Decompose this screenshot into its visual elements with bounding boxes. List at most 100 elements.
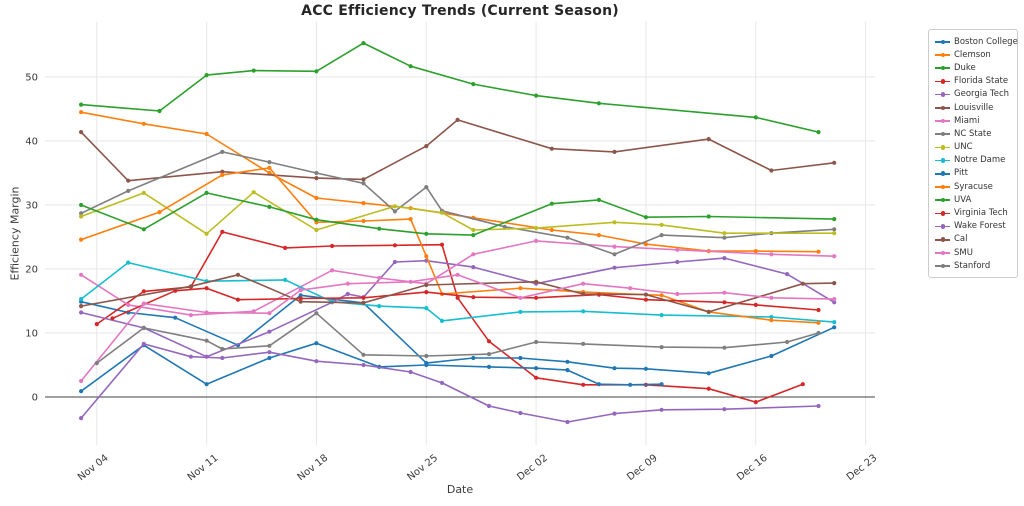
y-tick-label: 50 (25, 73, 38, 84)
chart-title: ACC Efficiency Trends (Current Season) (301, 3, 619, 19)
data-point-wake-forest (314, 359, 319, 364)
legend-item-virginia-tech: Virginia Tech (935, 206, 1013, 219)
data-point-louisville (612, 149, 617, 154)
data-point-duke (157, 108, 162, 114)
legend: Boston College Clemson Duke Florida State Ge… (928, 29, 1018, 279)
legend-item-uva: UVA (935, 193, 1013, 206)
data-point-uva (596, 197, 602, 202)
legend-item-cal: Cal (935, 233, 1013, 246)
series-line-smu (80, 273, 836, 382)
series-line-syracuse (80, 167, 820, 324)
data-point-miami (330, 268, 335, 273)
data-point-nc-state (126, 188, 131, 193)
data-point-wake-forest (659, 407, 664, 412)
series-line-louisville (80, 119, 836, 182)
data-point-miami (126, 302, 131, 307)
x-tick-label: Dec 02 (515, 453, 550, 483)
data-point-syracuse (361, 218, 366, 224)
data-point-stanford (361, 352, 366, 357)
data-point-stanford (785, 339, 790, 345)
legend-line-marker-icon (935, 141, 950, 154)
data-point-virginia-tech (361, 295, 366, 300)
y-tick-label: 30 (25, 201, 38, 212)
legend-line-marker-icon (935, 35, 950, 48)
legend-label: Georgia Tech (954, 89, 1010, 100)
legend-label: Florida State (954, 76, 1009, 87)
legend-label: NC State (954, 128, 992, 139)
data-point-louisville (769, 168, 774, 173)
legend-label: Wake Forest (954, 221, 1006, 232)
data-point-nc-state (361, 181, 366, 186)
data-point-duke (816, 130, 821, 135)
data-point-georgia-tech (267, 329, 272, 334)
data-point-cal (79, 304, 84, 309)
data-point-cal (832, 281, 837, 286)
data-point-florida-state (800, 382, 805, 387)
legend-item-nc-state: NC State (935, 127, 1013, 140)
data-point-unc (659, 222, 664, 227)
x-tick-label: Dec 09 (625, 453, 660, 483)
data-point-unc (439, 210, 445, 215)
data-point-notre-dame (518, 309, 523, 314)
data-point-boston-college (706, 371, 711, 376)
data-point-uva (471, 233, 476, 238)
legend-item-unc: UNC (935, 141, 1013, 154)
data-point-stanford (581, 341, 586, 346)
data-point-smu (581, 281, 586, 286)
data-point-virginia-tech (643, 297, 649, 302)
data-point-virginia-tech (816, 307, 821, 313)
legend-dot (940, 79, 945, 84)
data-point-cal (534, 279, 539, 284)
legend-item-louisville: Louisville (935, 101, 1013, 114)
legend-item-stanford: Stanford (935, 259, 1013, 272)
data-point-smu (267, 311, 272, 316)
data-point-florida-state (753, 400, 758, 405)
data-point-stanford (220, 346, 225, 352)
data-point-uva (549, 201, 554, 206)
data-point-nc-state (267, 160, 272, 165)
legend-label: Syracuse (954, 181, 993, 192)
data-point-unc (141, 190, 146, 195)
legend-item-clemson: Clemson (935, 48, 1013, 61)
data-point-smu (518, 295, 523, 300)
data-point-louisville (706, 137, 711, 142)
data-point-louisville (220, 169, 225, 174)
legend-line-marker-icon (935, 61, 950, 74)
data-point-notre-dame (439, 318, 445, 323)
legend-label: Boston College (954, 36, 1018, 47)
data-point-miami (675, 247, 680, 252)
legend-label: Miami (954, 115, 980, 126)
data-point-nc-state (612, 252, 617, 257)
data-point-louisville (832, 160, 837, 165)
data-point-pitt (534, 366, 539, 371)
data-point-pitt (565, 368, 570, 373)
data-point-wake-forest (439, 380, 445, 385)
data-point-uva (832, 217, 837, 222)
legend-line-marker-icon (935, 233, 950, 246)
data-point-uva (377, 226, 382, 231)
data-point-smu (832, 297, 837, 302)
legend-item-florida-state: Florida State (935, 75, 1013, 88)
data-point-pitt (267, 355, 272, 361)
legend-dot (940, 65, 945, 71)
data-point-unc (392, 204, 397, 209)
data-point-boston-college (612, 366, 617, 371)
data-point-cal (188, 284, 193, 289)
series-line-virginia-tech (111, 287, 820, 320)
data-point-florida-state (220, 229, 225, 234)
data-point-boston-college (518, 355, 523, 361)
x-tick-label: Nov 04 (76, 453, 111, 483)
data-point-notre-dame (79, 297, 84, 302)
data-point-smu (141, 301, 146, 306)
data-point-stanford (141, 325, 146, 330)
data-point-clemson (79, 110, 84, 115)
legend-item-notre-dame: Notre Dame (935, 154, 1013, 167)
data-point-pitt (596, 382, 602, 387)
data-point-cal (424, 282, 429, 288)
x-tick-label: Nov 25 (405, 453, 440, 483)
legend-line-marker-icon (935, 220, 950, 233)
legend-label: Louisville (954, 102, 994, 113)
legend-line-marker-icon (935, 167, 950, 180)
legend-line-marker-icon (935, 127, 950, 140)
